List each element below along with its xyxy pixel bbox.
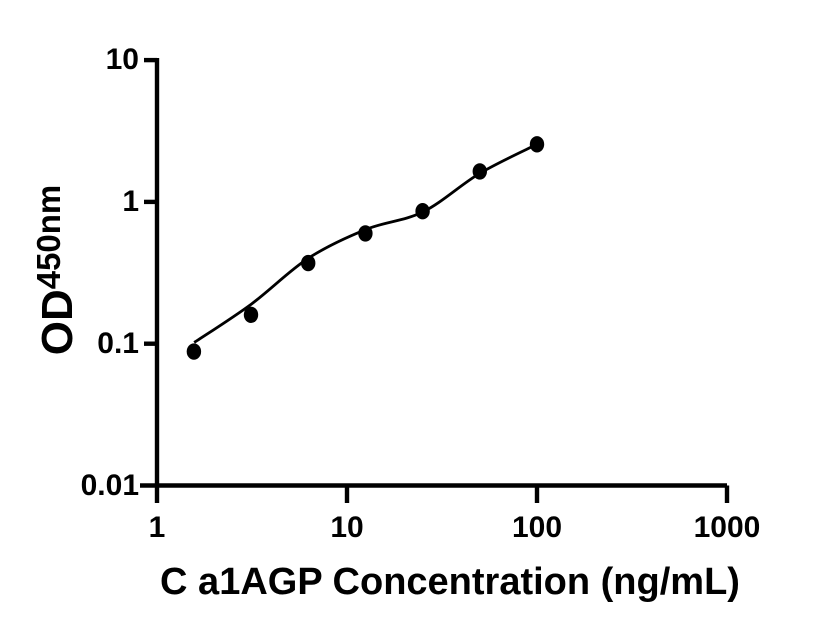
axis-lines (140, 58, 727, 503)
data-point-marker (301, 254, 316, 272)
y-tick-label: 1 (122, 184, 139, 218)
y-tick-label: 0.01 (80, 468, 139, 502)
y-tick-label: 10 (105, 43, 139, 77)
data-point-marker (529, 136, 545, 153)
data-point-marker (415, 203, 430, 220)
data-point-marker (186, 343, 202, 360)
data-point-marker (243, 306, 259, 323)
y-tick-label: 0.1 (97, 326, 139, 360)
x-tick-label: 10 (330, 511, 364, 544)
x-tick-label: 1 (148, 511, 166, 544)
x-axis-title: C a1AGP Concentration (ng/mL) (160, 561, 740, 603)
y-axis-title: OD450nm (30, 184, 83, 356)
data-point-marker (472, 163, 487, 180)
data-point-marker (358, 225, 373, 242)
y-axis-title-main: OD (33, 289, 82, 356)
x-tick-label: 1000 (693, 511, 761, 544)
y-axis-title-subscript: 450nm (30, 184, 67, 290)
x-tick-label: 100 (511, 511, 563, 544)
